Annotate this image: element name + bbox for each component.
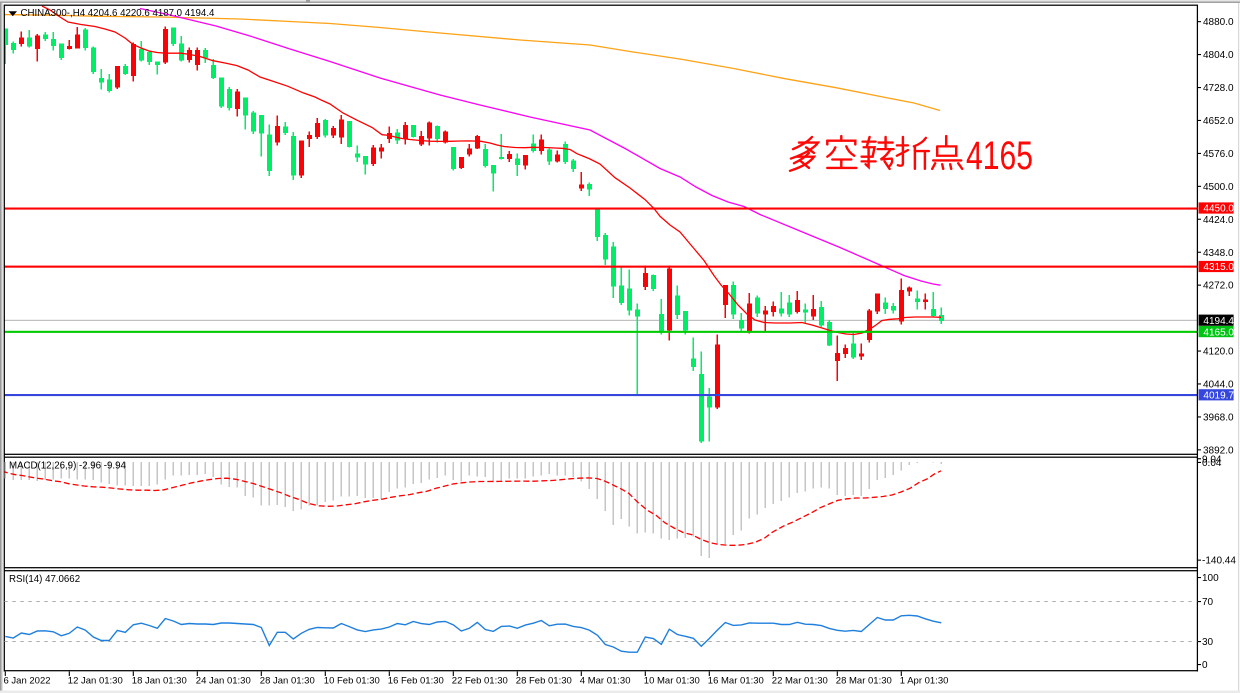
svg-text:4165.0: 4165.0	[1203, 327, 1234, 338]
svg-text:28 Feb 01:30: 28 Feb 01:30	[516, 676, 572, 687]
svg-text:30: 30	[1202, 637, 1214, 648]
svg-text:1 Apr 01:30: 1 Apr 01:30	[900, 676, 949, 687]
svg-text:4272.0: 4272.0	[1203, 281, 1234, 292]
svg-text:28 Jan 01:30: 28 Jan 01:30	[260, 676, 315, 687]
svg-text:4804.0: 4804.0	[1203, 50, 1234, 61]
svg-text:4652.0: 4652.0	[1203, 116, 1234, 127]
svg-text:4 Mar 01:30: 4 Mar 01:30	[580, 676, 631, 687]
svg-text:3892.0: 3892.0	[1203, 445, 1234, 456]
svg-text:16 Feb 01:30: 16 Feb 01:30	[388, 676, 444, 687]
svg-text:24 Jan 01:30: 24 Jan 01:30	[196, 676, 251, 687]
svg-text:22 Feb 01:30: 22 Feb 01:30	[452, 676, 508, 687]
svg-text:4315.0: 4315.0	[1203, 262, 1234, 273]
svg-text:4424.0: 4424.0	[1203, 215, 1234, 226]
svg-text:0: 0	[1202, 660, 1208, 671]
svg-text:4576.0: 4576.0	[1203, 149, 1234, 160]
svg-text:22 Mar 01:30: 22 Mar 01:30	[772, 676, 828, 687]
svg-text:9.04: 9.04	[1202, 454, 1222, 465]
svg-text:4348.0: 4348.0	[1203, 248, 1234, 259]
svg-text:0.04: 0.04	[1202, 458, 1222, 469]
svg-text:4165: 4165	[966, 134, 1033, 178]
svg-text:12 Jan 01:30: 12 Jan 01:30	[68, 676, 123, 687]
svg-text:4019.7: 4019.7	[1203, 391, 1234, 402]
svg-text:RSI(14) 47.0662: RSI(14) 47.0662	[9, 574, 80, 585]
svg-text:10 Mar 01:30: 10 Mar 01:30	[644, 676, 700, 687]
svg-text:4194.4: 4194.4	[1203, 316, 1234, 327]
svg-text:4044.0: 4044.0	[1203, 380, 1234, 391]
svg-text:70: 70	[1202, 597, 1214, 608]
svg-text:100: 100	[1202, 573, 1219, 584]
svg-text:4450.0: 4450.0	[1203, 204, 1234, 215]
svg-text:18 Jan 01:30: 18 Jan 01:30	[132, 676, 187, 687]
svg-text:3968.0: 3968.0	[1203, 413, 1234, 424]
svg-text:16 Mar 01:30: 16 Mar 01:30	[708, 676, 764, 687]
svg-text:-140.44: -140.44	[1202, 556, 1236, 567]
svg-text:10 Feb 01:30: 10 Feb 01:30	[324, 676, 380, 687]
svg-text:4120.0: 4120.0	[1203, 347, 1234, 358]
svg-text:MACD(12,26,9) -2.96 -9.94: MACD(12,26,9) -2.96 -9.94	[9, 460, 126, 471]
svg-text:28 Mar 01:30: 28 Mar 01:30	[836, 676, 892, 687]
svg-text:4880.0: 4880.0	[1203, 17, 1234, 28]
svg-text:4728.0: 4728.0	[1203, 83, 1234, 94]
svg-text:6 Jan 2022: 6 Jan 2022	[4, 676, 51, 687]
svg-text:CHINA300-,H4 4204.6 4220.6 41: CHINA300-,H4 4204.6 4220.6 4187.0 4194.4	[21, 8, 216, 19]
svg-text:4500.0: 4500.0	[1203, 182, 1234, 193]
